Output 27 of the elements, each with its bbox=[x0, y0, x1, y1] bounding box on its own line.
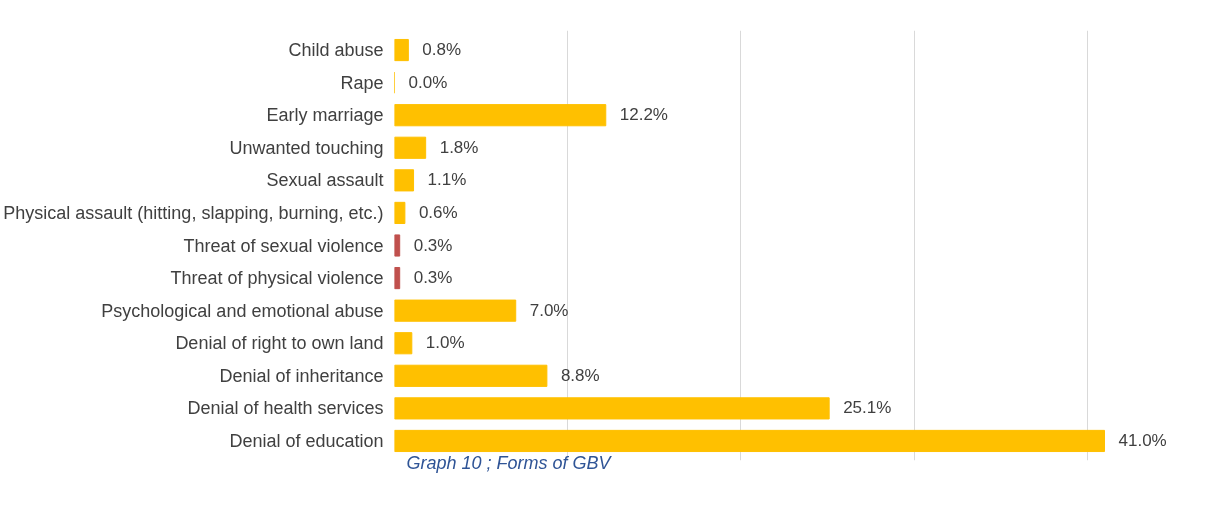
data-label: 12.2% bbox=[619, 105, 668, 125]
data-label: 0.3% bbox=[413, 268, 453, 288]
data-label: 41.0% bbox=[1118, 430, 1167, 450]
data-label: 0.3% bbox=[413, 235, 453, 255]
y-tick-label: Denial of inheritance bbox=[219, 365, 384, 386]
data-label: 1.0% bbox=[425, 333, 465, 353]
y-tick-label: Denial of education bbox=[229, 430, 384, 451]
y-tick-label: Child abuse bbox=[288, 40, 384, 61]
data-label: 25.1% bbox=[843, 398, 892, 418]
y-tick-label: Unwanted touching bbox=[229, 137, 384, 158]
data-label: 0.6% bbox=[418, 202, 458, 222]
data-label: 8.8% bbox=[560, 365, 600, 385]
y-tick-label: Denial of right to own land bbox=[175, 333, 384, 354]
annotation: Graph 10 ; Forms of GBV bbox=[406, 452, 613, 473]
y-tick-label: Physical assault (hitting, slapping, burning, etc.) bbox=[3, 202, 384, 223]
data-label: 7.0% bbox=[529, 300, 569, 320]
y-tick-label: Denial of health services bbox=[187, 398, 384, 419]
data-label: 1.8% bbox=[439, 137, 479, 157]
data-label: 0.0% bbox=[408, 72, 448, 92]
y-tick-label: Early marriage bbox=[266, 105, 384, 126]
y-tick-label: Sexual assault bbox=[266, 170, 384, 191]
data-label: 0.8% bbox=[422, 40, 462, 60]
y-tick-label: Psychological and emotional abuse bbox=[101, 300, 384, 321]
data-label: 1.1% bbox=[427, 170, 467, 190]
y-tick-label: Rape bbox=[340, 72, 384, 93]
y-tick-label: Threat of sexual violence bbox=[183, 235, 384, 256]
y-tick-label: Threat of physical violence bbox=[170, 268, 384, 289]
